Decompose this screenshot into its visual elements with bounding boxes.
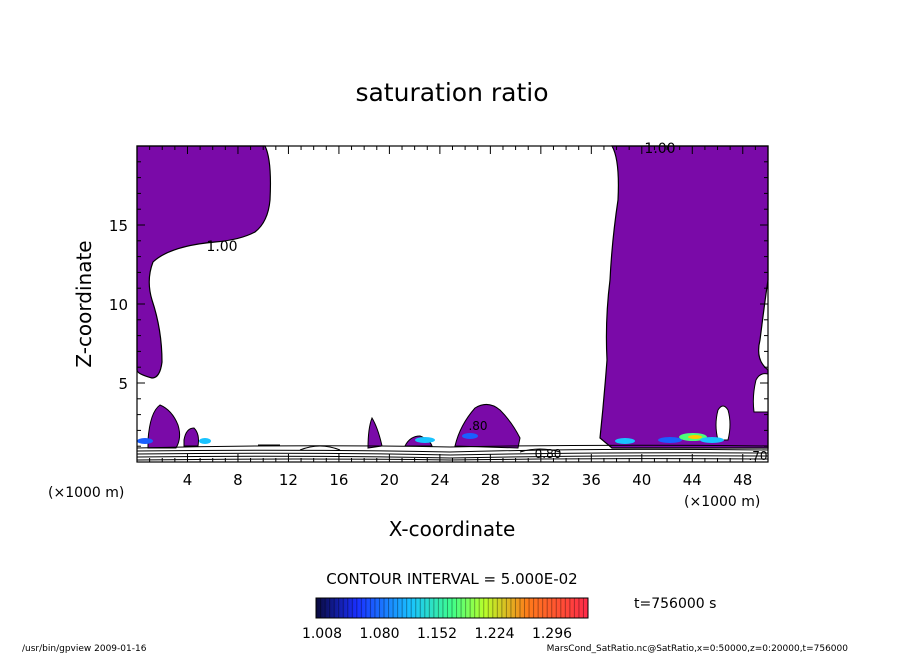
footer-left: /usr/bin/gpview 2009-01-16 bbox=[22, 644, 147, 654]
y-tick-label: 5 bbox=[118, 375, 128, 393]
contour-label-right: .70 bbox=[748, 449, 767, 463]
x-tick-label: 40 bbox=[632, 471, 651, 489]
contour-label-top-right: 1.00 bbox=[644, 141, 675, 157]
colorbar-tick-label: 1.224 bbox=[474, 626, 514, 642]
contour-label-left: 1.00 bbox=[206, 239, 237, 255]
colorbar-tick-label: 1.152 bbox=[417, 626, 457, 642]
x-tick-label: 36 bbox=[582, 471, 601, 489]
small-blob-2 bbox=[183, 427, 199, 447]
colorbar-tick-label: 1.080 bbox=[359, 626, 399, 642]
x-axis-label: X-coordinate bbox=[389, 517, 516, 541]
footer-right: MarsCond_SatRatio.nc@SatRatio,x=0:50000,… bbox=[547, 644, 849, 654]
colorbar-tick-label: 1.008 bbox=[302, 626, 342, 642]
x-tick-label: 20 bbox=[380, 471, 399, 489]
x-tick-label: 16 bbox=[329, 471, 348, 489]
x-tick-label: 48 bbox=[733, 471, 752, 489]
colorbar-tick-labels: 1.008 1.080 1.152 1.224 1.296 bbox=[302, 626, 572, 642]
right-inner-hole bbox=[715, 405, 731, 441]
colorbar-tick-label: 1.296 bbox=[532, 626, 572, 642]
x-unit-left: (×1000 m) bbox=[48, 485, 124, 501]
x-tick-label: 4 bbox=[183, 471, 193, 489]
contour-interval-label: CONTOUR INTERVAL = 5.000E-02 bbox=[326, 570, 577, 588]
small-blob-1 bbox=[147, 404, 181, 449]
x-tick-label: 8 bbox=[233, 471, 243, 489]
x-tick-label: 44 bbox=[683, 471, 702, 489]
colorbar bbox=[315, 597, 589, 619]
small-blob-3 bbox=[367, 416, 383, 449]
time-label: t=756000 s bbox=[634, 596, 716, 612]
contour-label-bottom: 0.80 bbox=[535, 447, 562, 461]
contour-label-mid: .80 bbox=[468, 419, 487, 433]
contour-fill-regions bbox=[136, 145, 769, 449]
y-tick-label: 10 bbox=[109, 296, 128, 314]
y-axis-ticks: 5 10 15 bbox=[109, 161, 768, 447]
x-tick-label: 24 bbox=[430, 471, 449, 489]
x-unit-right: (×1000 m) bbox=[684, 494, 760, 510]
x-axis-ticks: 4 8 12 16 20 24 28 32 36 40 44 48 bbox=[149, 146, 756, 489]
right-fill-region bbox=[599, 145, 769, 449]
y-axis-label: Z-coordinate bbox=[72, 240, 96, 367]
y-tick-label: 15 bbox=[109, 217, 128, 235]
x-tick-label: 12 bbox=[279, 471, 298, 489]
color-hotspots bbox=[137, 433, 724, 444]
x-tick-label: 28 bbox=[481, 471, 500, 489]
chart-title: saturation ratio bbox=[355, 78, 548, 107]
colorbar-stripes bbox=[320, 598, 584, 618]
left-fill-region bbox=[136, 145, 272, 379]
x-tick-label: 32 bbox=[531, 471, 550, 489]
